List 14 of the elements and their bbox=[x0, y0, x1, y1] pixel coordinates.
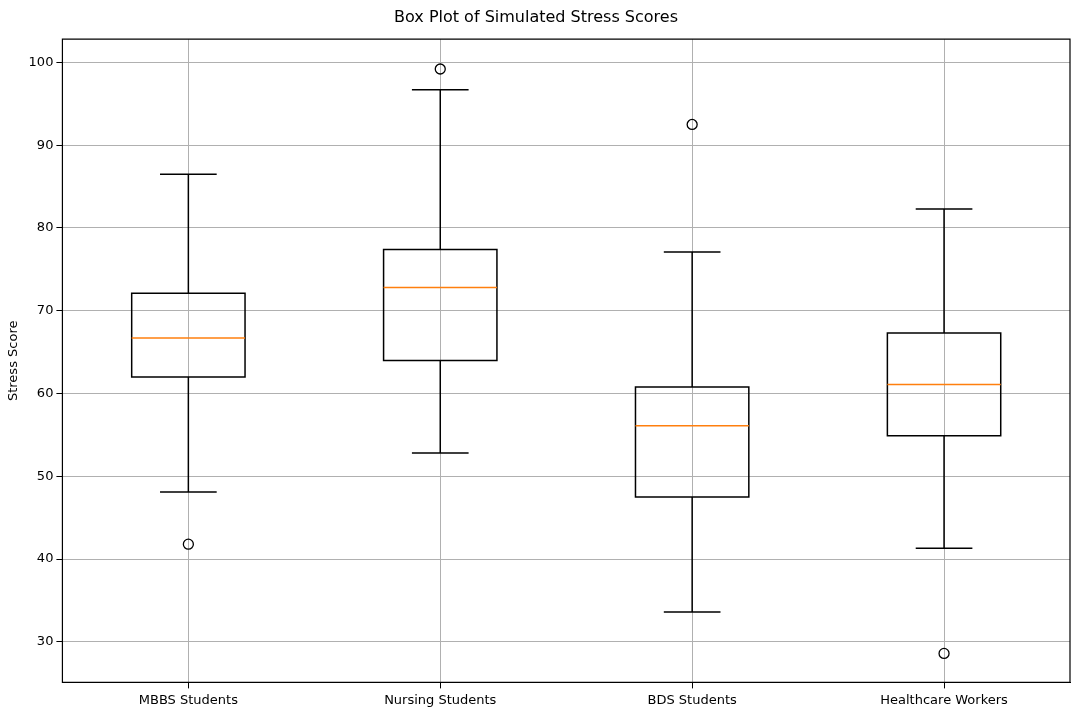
y-axis-title: Stress Score bbox=[5, 320, 21, 402]
y-tick-label: 80 bbox=[36, 219, 54, 235]
x-tick-label: Nursing Students bbox=[384, 691, 497, 707]
y-tick-label: 30 bbox=[36, 633, 54, 649]
y-tick-label: 40 bbox=[36, 550, 54, 566]
x-tick-label: BDS Students bbox=[647, 691, 738, 707]
y-tick-label: 70 bbox=[36, 302, 54, 318]
chart-title: Box Plot of Simulated Stress Scores bbox=[394, 6, 678, 26]
x-tick-label: MBBS Students bbox=[138, 691, 239, 707]
x-tick-label: Healthcare Workers bbox=[880, 691, 1009, 707]
y-tick-label: 90 bbox=[36, 136, 54, 152]
y-tick-label: 50 bbox=[36, 467, 54, 483]
y-tick-label: 60 bbox=[36, 384, 54, 400]
y-tick-label: 100 bbox=[28, 53, 54, 69]
